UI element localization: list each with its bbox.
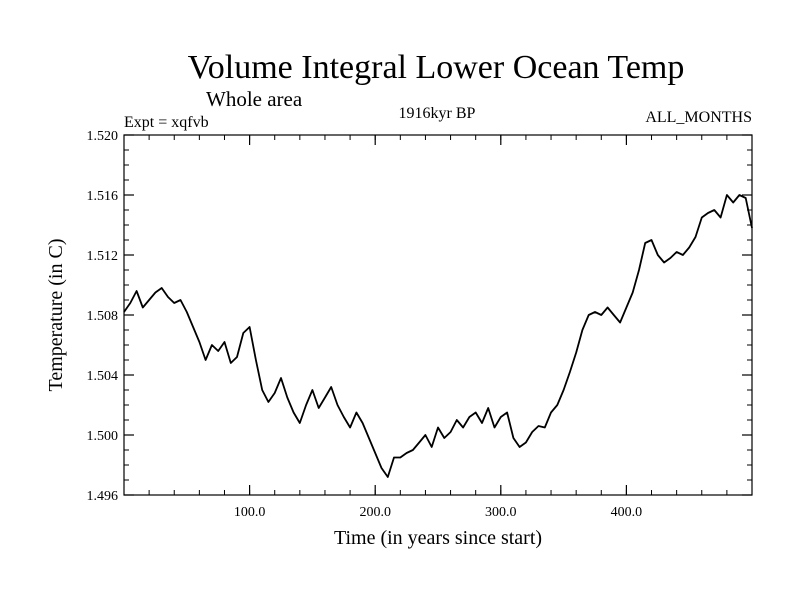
chart-title: Volume Integral Lower Ocean Temp <box>188 49 685 86</box>
y-tick-label: 1.516 <box>87 189 119 204</box>
y-tick-label: 1.500 <box>87 429 119 444</box>
x-tick-label: 400.0 <box>611 505 643 520</box>
y-tick-label: 1.496 <box>87 489 119 504</box>
period-label: 1916kyr BP <box>399 105 476 122</box>
experiment-label: Expt = xqfvb <box>124 114 209 131</box>
x-tick-labels: 100.0 200.0 300.0 400.0 <box>234 505 642 520</box>
months-label: ALL_MONTHS <box>645 109 752 126</box>
y-axis-label: Temperature (in C) <box>45 239 67 392</box>
y-tick-label: 1.512 <box>87 249 119 264</box>
x-tick-label: 300.0 <box>485 505 517 520</box>
y-tick-label: 1.520 <box>87 129 119 144</box>
x-tick-label: 200.0 <box>359 505 391 520</box>
chart-subtitle: Whole area <box>206 87 303 111</box>
y-tick-label: 1.504 <box>87 369 119 384</box>
y-tick-label: 1.508 <box>87 309 119 324</box>
series-line-xqfvb <box>123 194 753 478</box>
x-tick-label: 100.0 <box>234 505 266 520</box>
axis-ticks <box>123 134 753 496</box>
x-axis-label: Time (in years since start) <box>334 527 542 549</box>
plot-frame <box>123 134 753 496</box>
y-tick-labels: 1.496 1.500 1.504 1.508 1.512 1.516 1.520 <box>87 129 119 504</box>
